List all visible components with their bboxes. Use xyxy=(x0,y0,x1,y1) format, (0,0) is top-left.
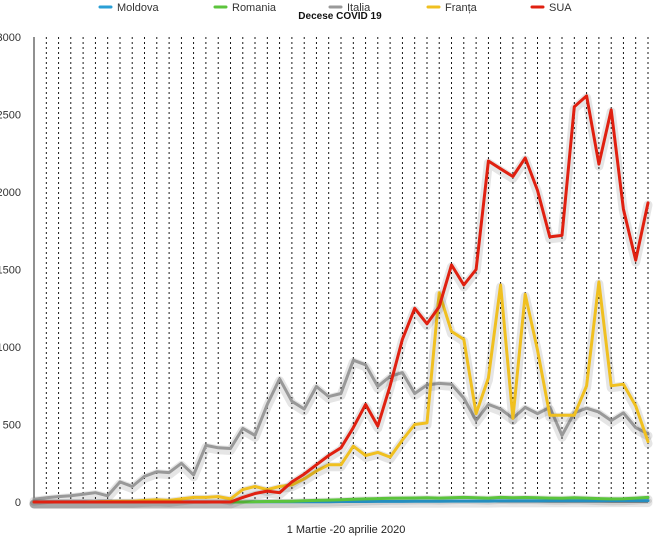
y-tick-label: 2500 xyxy=(0,110,21,122)
y-tick-label: 500 xyxy=(3,420,21,432)
axes: 0 500 1000 1500 2000 2500 3000 xyxy=(0,32,648,509)
chart-title: Decese COVID 19 xyxy=(298,11,382,22)
x-axis-label: 1 Martie -20 aprilie 2020 xyxy=(287,524,406,536)
legend-entry: Romania xyxy=(232,2,277,14)
y-tick-label: 1000 xyxy=(0,342,21,354)
series-shadow xyxy=(29,494,653,509)
legend: Moldova Romania Italia Franța SUA xyxy=(98,2,572,14)
legend-entry: Italia xyxy=(347,2,371,14)
y-tick-label: 0 xyxy=(15,497,21,509)
y-tick-label: 1500 xyxy=(0,265,21,277)
legend-entry: Franța xyxy=(445,2,478,14)
series-line-italia xyxy=(32,358,650,501)
legend-entry: Moldova xyxy=(117,2,159,14)
series-shadow xyxy=(29,498,653,509)
y-tick-label: 2000 xyxy=(0,187,21,199)
y-tick-label: 3000 xyxy=(0,32,21,44)
series-line-sua xyxy=(32,94,650,504)
series-lines xyxy=(29,93,653,509)
series-shadow xyxy=(29,357,653,506)
legend-entry: SUA xyxy=(549,2,572,14)
